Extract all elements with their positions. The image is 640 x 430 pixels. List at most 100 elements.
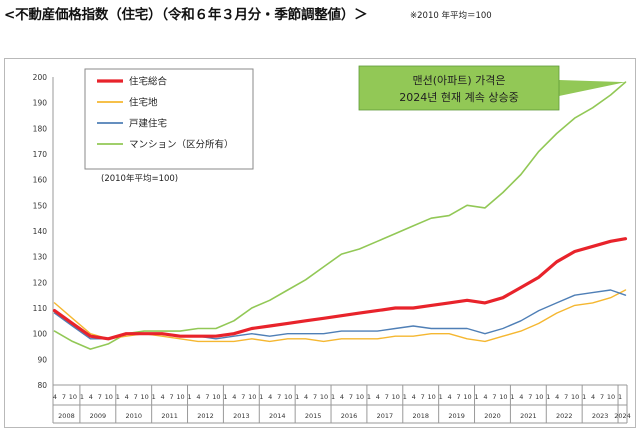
x-month-label: 4 xyxy=(196,393,200,401)
x-month-label: 7 xyxy=(134,393,138,401)
legend-box xyxy=(84,68,254,170)
x-month-label: 10 xyxy=(428,393,436,401)
x-month-label: 4 xyxy=(268,393,272,401)
y-tick-label: 120 xyxy=(33,278,48,287)
x-month-label: 4 xyxy=(161,393,165,401)
legend-label-condo: マンション（区分所有） xyxy=(129,139,234,151)
x-month-label: 10 xyxy=(607,393,615,401)
x-month-label: 7 xyxy=(385,393,389,401)
x-month-label: 10 xyxy=(248,393,256,401)
x-year-label: 2018 xyxy=(412,412,429,420)
x-month-label: 10 xyxy=(105,393,113,401)
y-tick-label: 110 xyxy=(33,304,48,313)
x-month-label: 7 xyxy=(62,393,66,401)
base-year-note: ※2010 年平均＝100 xyxy=(410,11,492,21)
x-month-label: 1 xyxy=(331,393,335,401)
x-month-label: 7 xyxy=(98,393,102,401)
x-month-label: 10 xyxy=(212,393,220,401)
x-month-label: 1 xyxy=(116,393,120,401)
x-year-label: 2020 xyxy=(484,412,501,420)
x-month-label: 7 xyxy=(313,393,317,401)
x-month-label: 4 xyxy=(89,393,93,401)
x-month-label: 7 xyxy=(205,393,209,401)
x-year-label: 2015 xyxy=(305,412,322,420)
series-line-total xyxy=(52,237,628,341)
x-year-label: 2019 xyxy=(448,412,465,420)
x-month-label: 10 xyxy=(571,393,579,401)
x-month-label: 4 xyxy=(304,393,308,401)
x-month-label: 10 xyxy=(535,393,543,401)
x-month-label: 10 xyxy=(176,393,184,401)
x-month-label: 4 xyxy=(483,393,487,401)
callout-pointer xyxy=(559,80,626,96)
x-month-label: 1 xyxy=(510,393,514,401)
callout-text: 맨션(아파트) 가격은 xyxy=(412,74,505,87)
x-month-label: 4 xyxy=(232,393,236,401)
x-month-label: 7 xyxy=(277,393,281,401)
x-month-label: 1 xyxy=(223,393,227,401)
y-tick-label: 100 xyxy=(33,330,48,339)
x-month-label: 10 xyxy=(356,393,364,401)
y-tick-label: 190 xyxy=(33,99,48,108)
x-year-label: 2013 xyxy=(233,412,250,420)
x-month-label: 7 xyxy=(241,393,245,401)
x-month-label: 10 xyxy=(141,393,149,401)
callout-box xyxy=(358,65,560,111)
x-month-label: 7 xyxy=(564,393,568,401)
x-month-label: 7 xyxy=(349,393,353,401)
y-tick-label: 160 xyxy=(33,176,48,185)
y-tick-label: 80 xyxy=(37,381,47,390)
y-tick-label: 170 xyxy=(33,150,48,159)
x-month-label: 7 xyxy=(600,393,604,401)
x-year-label: 2022 xyxy=(556,412,573,420)
x-month-label: 4 xyxy=(519,393,523,401)
x-month-label: 4 xyxy=(53,393,57,401)
y-tick-label: 180 xyxy=(33,124,48,133)
x-month-label: 1 xyxy=(546,393,550,401)
x-month-label: 10 xyxy=(499,393,507,401)
y-tick-label: 150 xyxy=(33,201,48,210)
x-month-label: 4 xyxy=(555,393,559,401)
x-year-label: 2024 xyxy=(614,412,631,420)
x-month-label: 1 xyxy=(259,393,263,401)
legend-note: (2010年平均=100) xyxy=(101,173,178,184)
legend-label-total: 住宅総合 xyxy=(129,76,168,88)
price-index-chart: 8090100110120130140150160170180190200200… xyxy=(33,65,631,424)
x-month-label: 7 xyxy=(421,393,425,401)
x-month-label: 1 xyxy=(439,393,443,401)
x-month-label: 7 xyxy=(528,393,532,401)
legend-label-house: 戸建住宅 xyxy=(129,118,167,130)
x-year-label: 2011 xyxy=(161,412,178,420)
x-year-label: 2008 xyxy=(58,412,75,420)
x-month-label: 4 xyxy=(376,393,380,401)
x-month-label: 10 xyxy=(320,393,328,401)
x-year-label: 2016 xyxy=(341,412,358,420)
callout-text: 2024년 현재 계속 상승중 xyxy=(399,91,518,104)
y-tick-label: 200 xyxy=(33,73,48,82)
x-month-label: 1 xyxy=(295,393,299,401)
x-month-label: 10 xyxy=(392,393,400,401)
x-year-label: 2014 xyxy=(269,412,286,420)
x-month-label: 4 xyxy=(125,393,129,401)
x-month-label: 7 xyxy=(492,393,496,401)
x-month-label: 1 xyxy=(474,393,478,401)
x-month-label: 7 xyxy=(170,393,174,401)
x-year-label: 2017 xyxy=(377,412,394,420)
x-month-label: 4 xyxy=(448,393,452,401)
x-month-label: 1 xyxy=(187,393,191,401)
x-month-label: 1 xyxy=(582,393,586,401)
x-month-label: 4 xyxy=(340,393,344,401)
y-tick-label: 130 xyxy=(33,253,48,262)
x-month-label: 1 xyxy=(618,393,622,401)
x-year-label: 2009 xyxy=(90,412,107,420)
legend-label-land: 住宅地 xyxy=(129,97,158,109)
callout-annotation: 맨션(아파트) 가격은 2024년 현재 계속 상승중 xyxy=(358,65,626,111)
x-month-label: 1 xyxy=(152,393,156,401)
x-month-label: 10 xyxy=(463,393,471,401)
x-year-label: 2010 xyxy=(125,412,142,420)
x-month-label: 10 xyxy=(69,393,77,401)
x-month-label: 1 xyxy=(403,393,407,401)
y-tick-label: 90 xyxy=(37,355,47,364)
x-month-label: 4 xyxy=(591,393,595,401)
x-year-label: 2023 xyxy=(592,412,609,420)
